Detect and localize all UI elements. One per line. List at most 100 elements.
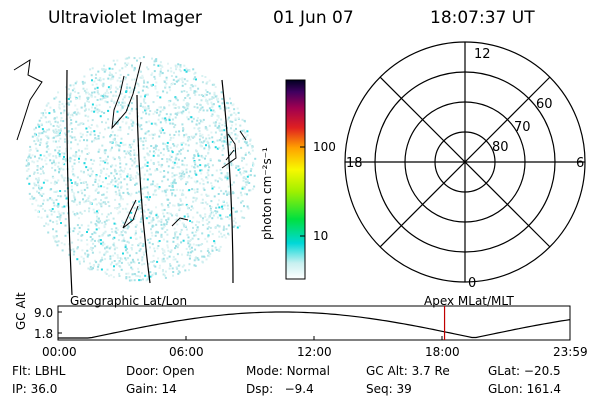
aurora-pixel (58, 217, 61, 220)
aurora-pixel (173, 181, 176, 184)
aurora-pixel (118, 206, 121, 209)
aurora-pixel (126, 224, 129, 227)
aurora-pixel (38, 179, 40, 182)
aurora-pixel (177, 264, 180, 267)
aurora-pixel (204, 76, 207, 78)
aurora-pixel (103, 70, 106, 73)
aurora-pixel (37, 135, 40, 137)
aurora-pixel (142, 278, 144, 281)
aurora-pixel (254, 157, 257, 160)
aurora-pixel (213, 83, 216, 86)
aurora-pixel (127, 193, 130, 196)
aurora-pixel (191, 237, 194, 240)
aurora-pixel (152, 112, 155, 115)
aurora-pixel (198, 122, 201, 125)
aurora-pixel (189, 243, 192, 246)
aurora-pixel (100, 202, 103, 205)
aurora-pixel (175, 97, 178, 100)
aurora-pixel (64, 176, 67, 179)
aurora-pixel (227, 232, 230, 235)
aurora-pixel (153, 63, 156, 66)
aurora-pixel (188, 69, 191, 72)
aurora-pixel (72, 248, 75, 251)
aurora-pixel (139, 242, 142, 244)
aurora-pixel (208, 255, 211, 258)
aurora-pixel (221, 154, 224, 156)
aurora-pixel (201, 75, 204, 77)
aurora-pixel (165, 118, 168, 121)
aurora-pixel (208, 98, 211, 101)
aurora-pixel (231, 163, 234, 166)
aurora-pixel (229, 97, 231, 100)
aurora-pixel (169, 264, 172, 267)
aurora-pixel (56, 134, 59, 137)
aurora-pixel (202, 187, 205, 190)
aurora-pixel (216, 126, 219, 129)
aurora-pixel (76, 176, 79, 179)
aurora-pixel (211, 106, 214, 108)
aurora-pixel (171, 186, 174, 189)
aurora-pixel (81, 249, 84, 252)
aurora-pixel (132, 201, 135, 204)
aurora-pixel (162, 212, 165, 215)
aurora-pixel (51, 198, 53, 201)
aurora-pixel (179, 64, 182, 67)
aurora-pixel (87, 253, 90, 256)
aurora-pixel (221, 205, 223, 208)
aurora-pixel (197, 153, 199, 156)
aurora-pixel (118, 170, 121, 173)
aurora-pixel (141, 215, 144, 218)
aurora-pixel (106, 215, 108, 218)
aurora-pixel (206, 203, 209, 206)
aurora-pixel (173, 83, 176, 85)
aurora-pixel (71, 165, 74, 168)
aurora-pixel (146, 66, 148, 69)
aurora-pixel (88, 108, 90, 111)
aurora-pixel (102, 201, 105, 204)
aurora-pixel (82, 87, 85, 90)
aurora-pixel (220, 172, 223, 175)
aurora-pixel (252, 188, 255, 191)
aurora-pixel (170, 182, 173, 185)
aurora-pixel (93, 159, 96, 162)
aurora-pixel (199, 243, 202, 246)
aurora-pixel (55, 235, 58, 238)
aurora-pixel (152, 154, 155, 157)
aurora-pixel (170, 75, 173, 77)
aurora-pixel (211, 245, 214, 248)
aurora-pixel (102, 95, 104, 97)
aurora-pixel (103, 96, 106, 99)
aurora-pixel (123, 96, 126, 99)
aurora-pixel (134, 232, 137, 235)
aurora-pixel (129, 254, 131, 257)
aurora-pixel (83, 181, 86, 184)
aurora-pixel (135, 274, 138, 277)
aurora-pixel (105, 273, 108, 275)
aurora-pixel (115, 94, 118, 97)
aurora-pixel (131, 268, 134, 271)
aurora-pixel (217, 116, 220, 119)
aurora-pixel (168, 86, 171, 89)
aurora-pixel (44, 109, 46, 112)
aurora-pixel (54, 169, 57, 172)
aurora-pixel (122, 252, 124, 255)
aurora-pixel (225, 201, 228, 204)
aurora-pixel (83, 209, 86, 212)
aurora-pixel (226, 166, 229, 169)
aurora-pixel (207, 141, 210, 144)
aurora-pixel (144, 93, 147, 96)
aurora-pixel (139, 248, 142, 251)
aurora-pixel (53, 183, 56, 186)
aurora-pixel (63, 179, 66, 182)
aurora-pixel (131, 143, 134, 146)
aurora-pixel (74, 198, 77, 201)
aurora-pixel (98, 227, 101, 230)
aurora-pixel (252, 163, 255, 166)
aurora-pixel (71, 113, 74, 116)
aurora-pixel (117, 212, 120, 215)
aurora-pixel (242, 166, 245, 169)
aurora-pixel (119, 159, 122, 162)
aurora-pixel (151, 225, 154, 228)
aurora-pixel (144, 215, 146, 218)
